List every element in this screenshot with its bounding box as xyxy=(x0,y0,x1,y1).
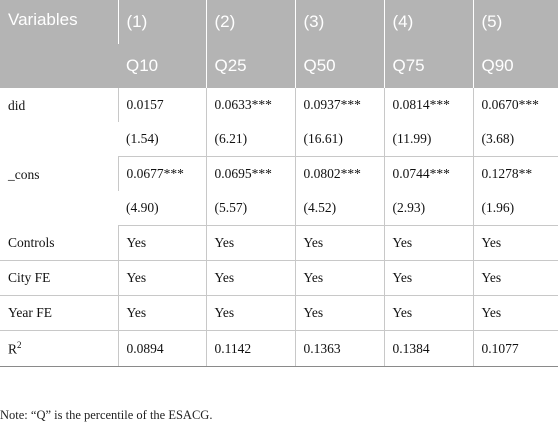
table-cell: Yes xyxy=(294,295,384,331)
table-cell: 0.0937*** xyxy=(294,88,384,122)
table-row-cons-t: (4.90) (5.57) (4.52) (2.93) (1.96) xyxy=(0,191,558,226)
table-cell: 0.0670*** xyxy=(472,88,558,122)
column-quantile: Q25 xyxy=(205,44,295,88)
table-cell: 0.1142 xyxy=(205,330,295,367)
variables-header: Variables xyxy=(0,0,118,88)
table-cell: (16.61) xyxy=(294,122,384,157)
table-cell: (5.57) xyxy=(205,191,295,226)
row-label-r2: R2 xyxy=(0,330,118,367)
table-cell: (1.54) xyxy=(118,122,206,157)
table-cell: Yes xyxy=(117,295,206,331)
table-cell: (1.96) xyxy=(472,191,558,226)
table-cell: Yes xyxy=(205,295,295,331)
table-cell: Yes xyxy=(383,225,473,261)
column-number: (4) xyxy=(383,0,473,44)
table-cell: (2.93) xyxy=(383,191,473,226)
table-cell: 0.0695*** xyxy=(205,156,295,191)
table-cell: Yes xyxy=(117,260,206,296)
table-cell: (4.90) xyxy=(118,191,206,226)
table-cell: Yes xyxy=(294,225,384,261)
table-cell: 0.1363 xyxy=(294,330,384,367)
column-number: (2) xyxy=(205,0,295,44)
column-number: (1) xyxy=(117,0,206,44)
column-quantile: Q90 xyxy=(472,44,558,88)
column-quantile: Q50 xyxy=(294,44,384,88)
table-cell: 0.0677*** xyxy=(117,156,206,191)
table-cell: 0.1278** xyxy=(472,156,558,191)
table-cell: (4.52) xyxy=(294,191,384,226)
r2-label-superscript: 2 xyxy=(17,339,22,350)
table-cell: Yes xyxy=(383,295,473,331)
row-label-cons: _cons xyxy=(8,166,40,182)
table-note: Note: “Q” is the percentile of the ESACG… xyxy=(0,408,213,422)
table-cell: Yes xyxy=(383,260,473,296)
table-cell: (3.68) xyxy=(472,122,558,157)
table-row-did-t: (1.54) (6.21) (16.61) (11.99) (3.68) xyxy=(0,122,558,157)
header-row-quantiles: Q10 Q25 Q50 Q75 Q90 xyxy=(0,44,558,88)
table-cell: 0.0894 xyxy=(117,330,206,367)
table-cell: (6.21) xyxy=(205,122,295,157)
table-cell: (11.99) xyxy=(383,122,473,157)
table-cell: Yes xyxy=(472,260,558,296)
row-label-did: did xyxy=(8,98,26,113)
column-number: (3) xyxy=(294,0,384,44)
table-cell: Yes xyxy=(294,260,384,296)
table-cell: Yes xyxy=(117,225,206,261)
table-row-did-coef: did 0.0157 0.0633*** 0.0937*** 0.0814***… xyxy=(0,88,558,122)
row-label-city-fe: City FE xyxy=(0,260,118,296)
header-row-numbers: Variables (1) (2) (3) (4) (5) xyxy=(0,0,558,88)
row-label-controls: Controls xyxy=(0,225,118,261)
table-row-r2: R2 0.0894 0.1142 0.1363 0.1384 0.1077 xyxy=(0,330,558,367)
table-cell: Yes xyxy=(205,260,295,296)
row-label-year-fe: Year FE xyxy=(0,295,118,331)
table-cell: 0.0157 xyxy=(117,88,206,122)
table-cell: 0.0802*** xyxy=(294,156,384,191)
table-cell: 0.0744*** xyxy=(383,156,473,191)
column-number: (5) xyxy=(472,0,558,44)
table-cell: 0.1384 xyxy=(383,330,473,367)
table-cell: 0.0814*** xyxy=(383,88,473,122)
table-cell: 0.0633*** xyxy=(205,88,295,122)
table-cell: 0.1077 xyxy=(472,330,558,367)
table-cell: Yes xyxy=(205,225,295,261)
table-row-city-fe: City FE Yes Yes Yes Yes Yes xyxy=(0,260,558,296)
table-cell: Yes xyxy=(472,225,558,261)
r2-label-text: R xyxy=(8,341,18,357)
table-row-year-fe: Year FE Yes Yes Yes Yes Yes xyxy=(0,295,558,331)
table-row-cons-coef: _cons 0.0677*** 0.0695*** 0.0802*** 0.07… xyxy=(0,156,558,191)
table-row-controls: Controls Yes Yes Yes Yes Yes xyxy=(0,225,558,261)
column-quantile: Q75 xyxy=(383,44,473,88)
column-quantile: Q10 xyxy=(118,44,206,88)
table-cell: Yes xyxy=(472,295,558,331)
regression-table: Variables (1) (2) (3) (4) (5) Q10 Q25 Q5… xyxy=(0,0,558,367)
